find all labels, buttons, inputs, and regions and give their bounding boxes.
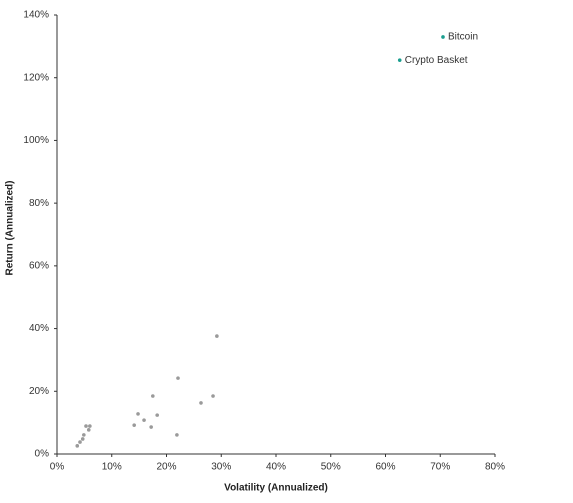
x-tick-label: 80% (485, 462, 505, 473)
point (397, 58, 402, 62)
point (215, 334, 219, 338)
point (441, 35, 445, 39)
y-tick-label: 140% (23, 10, 49, 21)
x-axis-title: Volatility (Annualized) (224, 483, 328, 494)
x-tick-label: 20% (156, 462, 176, 473)
point (132, 423, 136, 427)
y-tick-label: 80% (29, 198, 49, 209)
point (88, 424, 92, 428)
point (151, 394, 155, 398)
point (80, 437, 85, 441)
x-tick-label: 30% (211, 462, 231, 473)
point (84, 424, 88, 428)
point (199, 401, 203, 405)
y-tick-label: 40% (29, 323, 49, 334)
x-tick-label: 50% (321, 462, 341, 473)
x-tick-label: 70% (430, 462, 450, 473)
y-tick-label: 20% (29, 386, 49, 397)
y-tick-label: 120% (23, 72, 49, 83)
x-tick-label: 40% (266, 462, 286, 473)
point (78, 440, 82, 444)
point (136, 412, 140, 416)
y-axis-title: Return (Annualized) (5, 181, 16, 276)
point (142, 418, 146, 422)
point-label: Crypto Basket (405, 55, 468, 66)
y-tick-label: 0% (35, 449, 50, 460)
y-tick-label: 60% (29, 260, 49, 271)
point (211, 394, 215, 398)
point (75, 444, 80, 448)
point-label: Bitcoin (448, 32, 478, 43)
point (155, 413, 159, 417)
point (149, 425, 153, 429)
y-tick-label: 100% (23, 135, 49, 146)
point (86, 428, 91, 432)
point (175, 433, 179, 437)
x-tick-label: 60% (375, 462, 395, 473)
point (82, 433, 86, 437)
point (176, 376, 180, 380)
x-tick-label: 10% (102, 462, 122, 473)
x-tick-label: 0% (50, 462, 65, 473)
